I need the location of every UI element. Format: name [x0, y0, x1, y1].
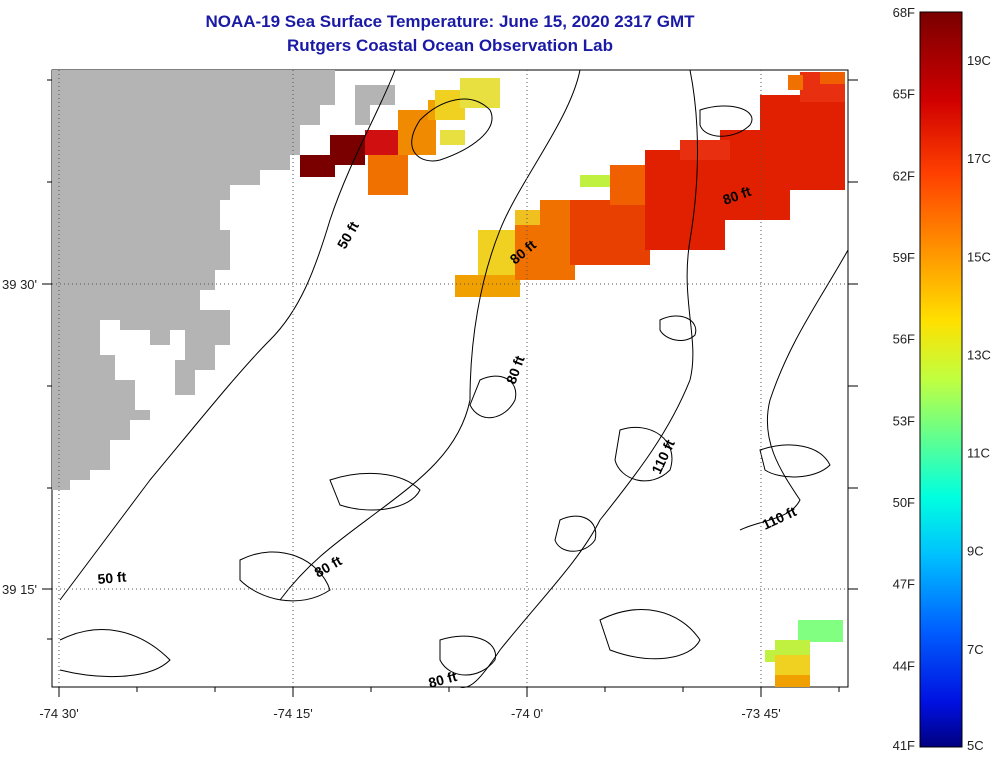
- colorbar-f-label: 62F: [893, 168, 915, 183]
- sst-pixel: [645, 150, 725, 250]
- contour-south: [59, 629, 171, 677]
- colorbar-c-label: 9C: [967, 544, 984, 559]
- colorbar: [919, 11, 963, 748]
- bathymetry-contours: [59, 69, 849, 688]
- sst-pixel: [570, 200, 650, 265]
- colorbar-c-label: 15C: [967, 249, 991, 264]
- contour-shoal: [614, 426, 673, 482]
- contour-shoal: [239, 551, 331, 602]
- sst-pixel: [365, 130, 400, 155]
- sst-pixel: [760, 95, 845, 190]
- contour-shoal: [659, 315, 697, 341]
- colorbar-f-label: 44F: [893, 658, 915, 673]
- colorbar-c-label: 17C: [967, 151, 991, 166]
- x-tick-label: -74 15': [273, 706, 312, 721]
- sst-pixel: [820, 72, 845, 84]
- land-mass: [52, 70, 335, 490]
- sst-pixel: [440, 130, 465, 145]
- colorbar-f-label: 68F: [893, 5, 915, 20]
- contour-shoal: [469, 375, 517, 419]
- contour-shoal: [759, 444, 831, 478]
- x-tick-label: -73 45': [741, 706, 780, 721]
- sst-pixel: [455, 275, 520, 297]
- colorbar-f-label: 50F: [893, 495, 915, 510]
- sst-pixel: [798, 620, 843, 642]
- contour-label: 50 ft: [97, 569, 127, 587]
- colorbar-f-label: 65F: [893, 87, 915, 102]
- colorbar-f-label: 53F: [893, 413, 915, 428]
- contour-shoal: [329, 472, 421, 511]
- colorbar-f-labels: 68F 65F 62F 59F 56F 53F 50F 47F 44F 41F: [893, 5, 915, 753]
- sst-pixel: [680, 140, 730, 160]
- colorbar-f-label: 59F: [893, 250, 915, 265]
- sst-pixels: [300, 72, 845, 687]
- land-island: [140, 230, 200, 300]
- sst-pixel: [368, 155, 408, 195]
- x-tick-label: -74 30': [39, 706, 78, 721]
- x-tick-label: -74 0': [511, 706, 543, 721]
- tick-marks: [42, 79, 858, 697]
- sst-pixel: [330, 135, 365, 165]
- contour-shoal: [439, 635, 496, 676]
- colorbar-c-label: 13C: [967, 347, 991, 362]
- colorbar-f-label: 56F: [893, 332, 915, 347]
- colorbar-f-label: 47F: [893, 577, 915, 592]
- contour-80ft: [279, 69, 581, 601]
- colorbar-c-labels: 19C 17C 15C 13C 11C 9C 7C 5C: [967, 53, 991, 753]
- sst-pixel: [478, 230, 518, 275]
- sst-pixel: [460, 78, 500, 108]
- land-barrier: [355, 85, 395, 125]
- sst-pixel: [515, 225, 575, 280]
- sst-pixel: [300, 155, 335, 177]
- sst-pixel: [775, 655, 810, 677]
- contour-shoal: [554, 515, 597, 552]
- contour-50ft: [59, 69, 396, 601]
- contour-110ft: [459, 69, 698, 688]
- sst-pixel: [775, 675, 810, 687]
- sst-pixel: [788, 75, 803, 90]
- colorbar-c-label: 5C: [967, 738, 984, 753]
- contour-shoal: [599, 609, 701, 660]
- grid-lines: [52, 70, 848, 687]
- contour-label: 80 ft: [427, 668, 459, 691]
- map-subtitle: Rutgers Coastal Ocean Observation Lab: [287, 36, 613, 55]
- y-tick-label: 39 30': [2, 277, 37, 292]
- colorbar-f-label: 41F: [893, 738, 915, 753]
- sst-pixel: [580, 175, 610, 187]
- colorbar-c-label: 7C: [967, 642, 984, 657]
- contour-shoal: [699, 105, 753, 137]
- colorbar-c-label: 11C: [967, 446, 990, 461]
- sst-pixel: [775, 640, 810, 655]
- contour-shoal: [411, 98, 493, 162]
- contour-110ft-east: [739, 249, 849, 531]
- y-tick-label: 39 15': [2, 582, 37, 597]
- land-southern: [175, 310, 230, 395]
- colorbar-c-label: 19C: [967, 53, 991, 68]
- map-title: NOAA-19 Sea Surface Temperature: June 15…: [205, 12, 695, 31]
